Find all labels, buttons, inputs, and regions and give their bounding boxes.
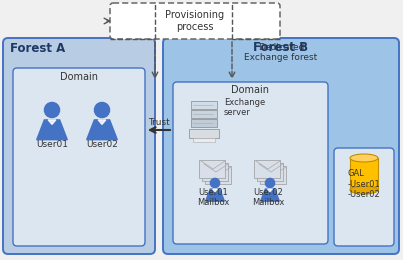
Text: Exchange
server: Exchange server (224, 98, 265, 117)
Text: GAL
-User01
-User02: GAL -User01 -User02 (348, 169, 380, 199)
Text: Domain: Domain (231, 85, 269, 95)
FancyBboxPatch shape (334, 148, 394, 246)
Bar (191, 101, 217, 109)
Text: User02: User02 (86, 140, 118, 149)
FancyBboxPatch shape (173, 82, 328, 244)
Text: User02
Mailbox: User02 Mailbox (252, 188, 284, 207)
Polygon shape (87, 120, 117, 140)
Ellipse shape (350, 154, 378, 162)
Circle shape (210, 178, 220, 188)
Bar (199, 160, 225, 178)
Bar (205, 166, 231, 184)
Circle shape (44, 102, 60, 118)
Text: Dedicated
Exchange forest: Dedicated Exchange forest (244, 43, 318, 62)
Text: User01
Mailbox: User01 Mailbox (197, 188, 229, 207)
Bar (260, 166, 286, 184)
FancyBboxPatch shape (3, 38, 155, 254)
Circle shape (94, 102, 110, 118)
Polygon shape (37, 120, 67, 140)
FancyBboxPatch shape (13, 68, 145, 246)
Text: User01: User01 (36, 140, 68, 149)
Polygon shape (261, 189, 279, 201)
Bar (202, 163, 228, 181)
Bar (191, 119, 217, 127)
Text: Trust: Trust (148, 118, 170, 127)
FancyBboxPatch shape (110, 3, 280, 39)
Bar (189, 129, 219, 138)
Text: Forest B: Forest B (253, 41, 309, 54)
Polygon shape (268, 189, 272, 192)
FancyBboxPatch shape (163, 38, 399, 254)
Bar (257, 163, 283, 181)
Bar (350, 158, 378, 190)
Bar (193, 138, 215, 142)
Text: Domain: Domain (60, 72, 98, 82)
Polygon shape (206, 189, 224, 201)
Bar (254, 160, 280, 178)
Text: Forest A: Forest A (10, 42, 65, 55)
Ellipse shape (350, 186, 378, 194)
Circle shape (266, 178, 274, 188)
Text: Provisioning
process: Provisioning process (166, 10, 224, 32)
Polygon shape (48, 120, 56, 124)
Bar (191, 110, 217, 118)
Polygon shape (213, 189, 217, 192)
Polygon shape (98, 120, 106, 124)
